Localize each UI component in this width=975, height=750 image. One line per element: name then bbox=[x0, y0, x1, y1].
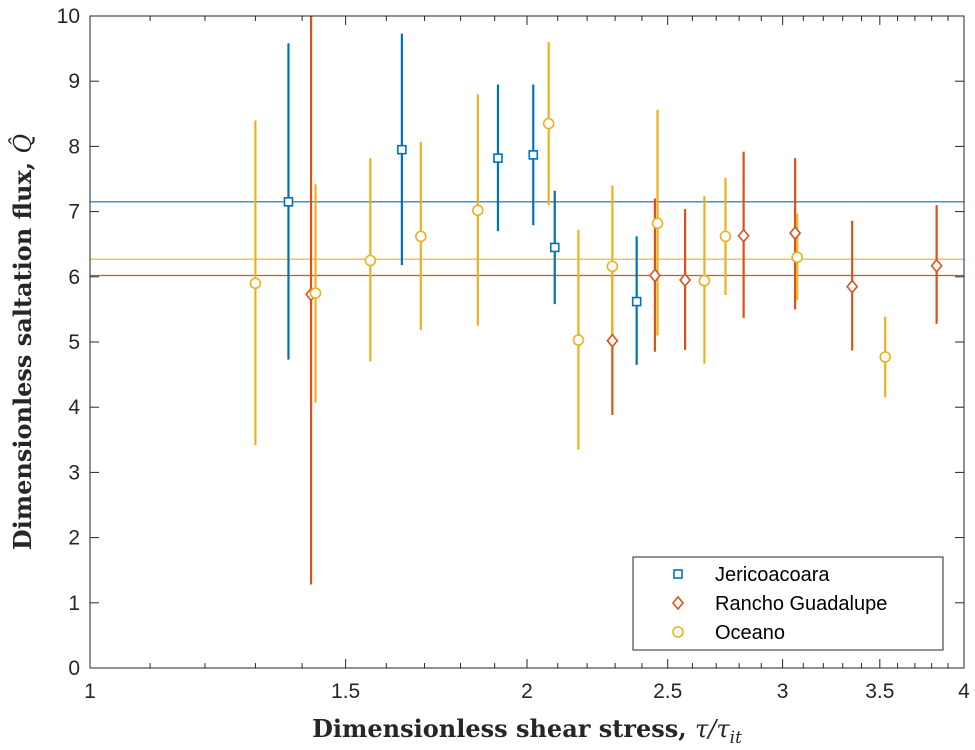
x-tick-label: 1.5 bbox=[331, 680, 360, 703]
y-axis-title: Dimensionless saltation flux, Q̂ bbox=[8, 134, 37, 550]
y-tick-label: 0 bbox=[68, 657, 80, 680]
y-axis-title-text: Dimensionless saltation flux, bbox=[8, 154, 37, 551]
y-tick-label: 4 bbox=[68, 396, 80, 419]
legend-label-jericoacoara: Jericoacoara bbox=[715, 564, 830, 586]
data-point-jericoacoara bbox=[633, 298, 641, 306]
x-tick-label: 2 bbox=[521, 680, 533, 703]
x-axis-title: Dimensionless shear stress, τ/τit bbox=[312, 714, 742, 748]
y-tick-label: 7 bbox=[68, 201, 80, 224]
data-point-jericoacoara bbox=[398, 146, 406, 154]
x-axis-title-text: Dimensionless shear stress, bbox=[312, 714, 695, 743]
legend: Jericoacoara Rancho Guadalupe Oceano bbox=[633, 557, 943, 650]
data-point-oceano bbox=[720, 231, 730, 241]
data-point-oceano bbox=[573, 335, 583, 345]
y-tick-label: 9 bbox=[68, 70, 80, 93]
x-axis-title-subscript: it bbox=[730, 728, 742, 748]
x-tick-label: 2.5 bbox=[653, 680, 682, 703]
y-tick-label: 6 bbox=[68, 266, 80, 289]
data-point-jericoacoara bbox=[551, 243, 559, 251]
y-tick-label: 3 bbox=[68, 461, 80, 484]
legend-marker-jericoacoara bbox=[674, 570, 682, 578]
data-point-oceano bbox=[699, 276, 709, 286]
y-axis-title-math: Q̂ bbox=[9, 134, 37, 154]
x-tick-label: 3.5 bbox=[865, 680, 894, 703]
y-tick-label: 10 bbox=[57, 5, 80, 28]
y-tick-label: 2 bbox=[68, 527, 80, 550]
data-point-oceano bbox=[473, 205, 483, 215]
x-axis-title-math: τ/τ bbox=[695, 715, 730, 743]
data-point-oceano bbox=[310, 288, 320, 298]
data-point-oceano bbox=[653, 218, 663, 228]
data-point-jericoacoara bbox=[529, 151, 537, 159]
y-tick-label: 5 bbox=[68, 331, 80, 354]
y-tick-label: 8 bbox=[68, 135, 80, 158]
data-point-oceano bbox=[365, 256, 375, 266]
x-tick-label: 1 bbox=[84, 680, 96, 703]
legend-label-rancho-guadalupe: Rancho Guadalupe bbox=[715, 593, 887, 615]
data-point-oceano bbox=[544, 119, 554, 129]
y-tick-label: 1 bbox=[68, 592, 80, 615]
data-point-oceano bbox=[416, 231, 426, 241]
x-tick-label: 3 bbox=[777, 680, 789, 703]
x-tick-label: 4 bbox=[958, 680, 970, 703]
data-point-jericoacoara bbox=[494, 154, 502, 162]
data-point-oceano bbox=[792, 252, 802, 262]
legend-label-oceano: Oceano bbox=[715, 622, 785, 644]
data-point-oceano bbox=[880, 352, 890, 362]
data-point-oceano bbox=[250, 278, 260, 288]
data-point-jericoacoara bbox=[284, 198, 292, 206]
legend-marker-oceano bbox=[673, 627, 683, 637]
data-point-oceano bbox=[607, 261, 617, 271]
